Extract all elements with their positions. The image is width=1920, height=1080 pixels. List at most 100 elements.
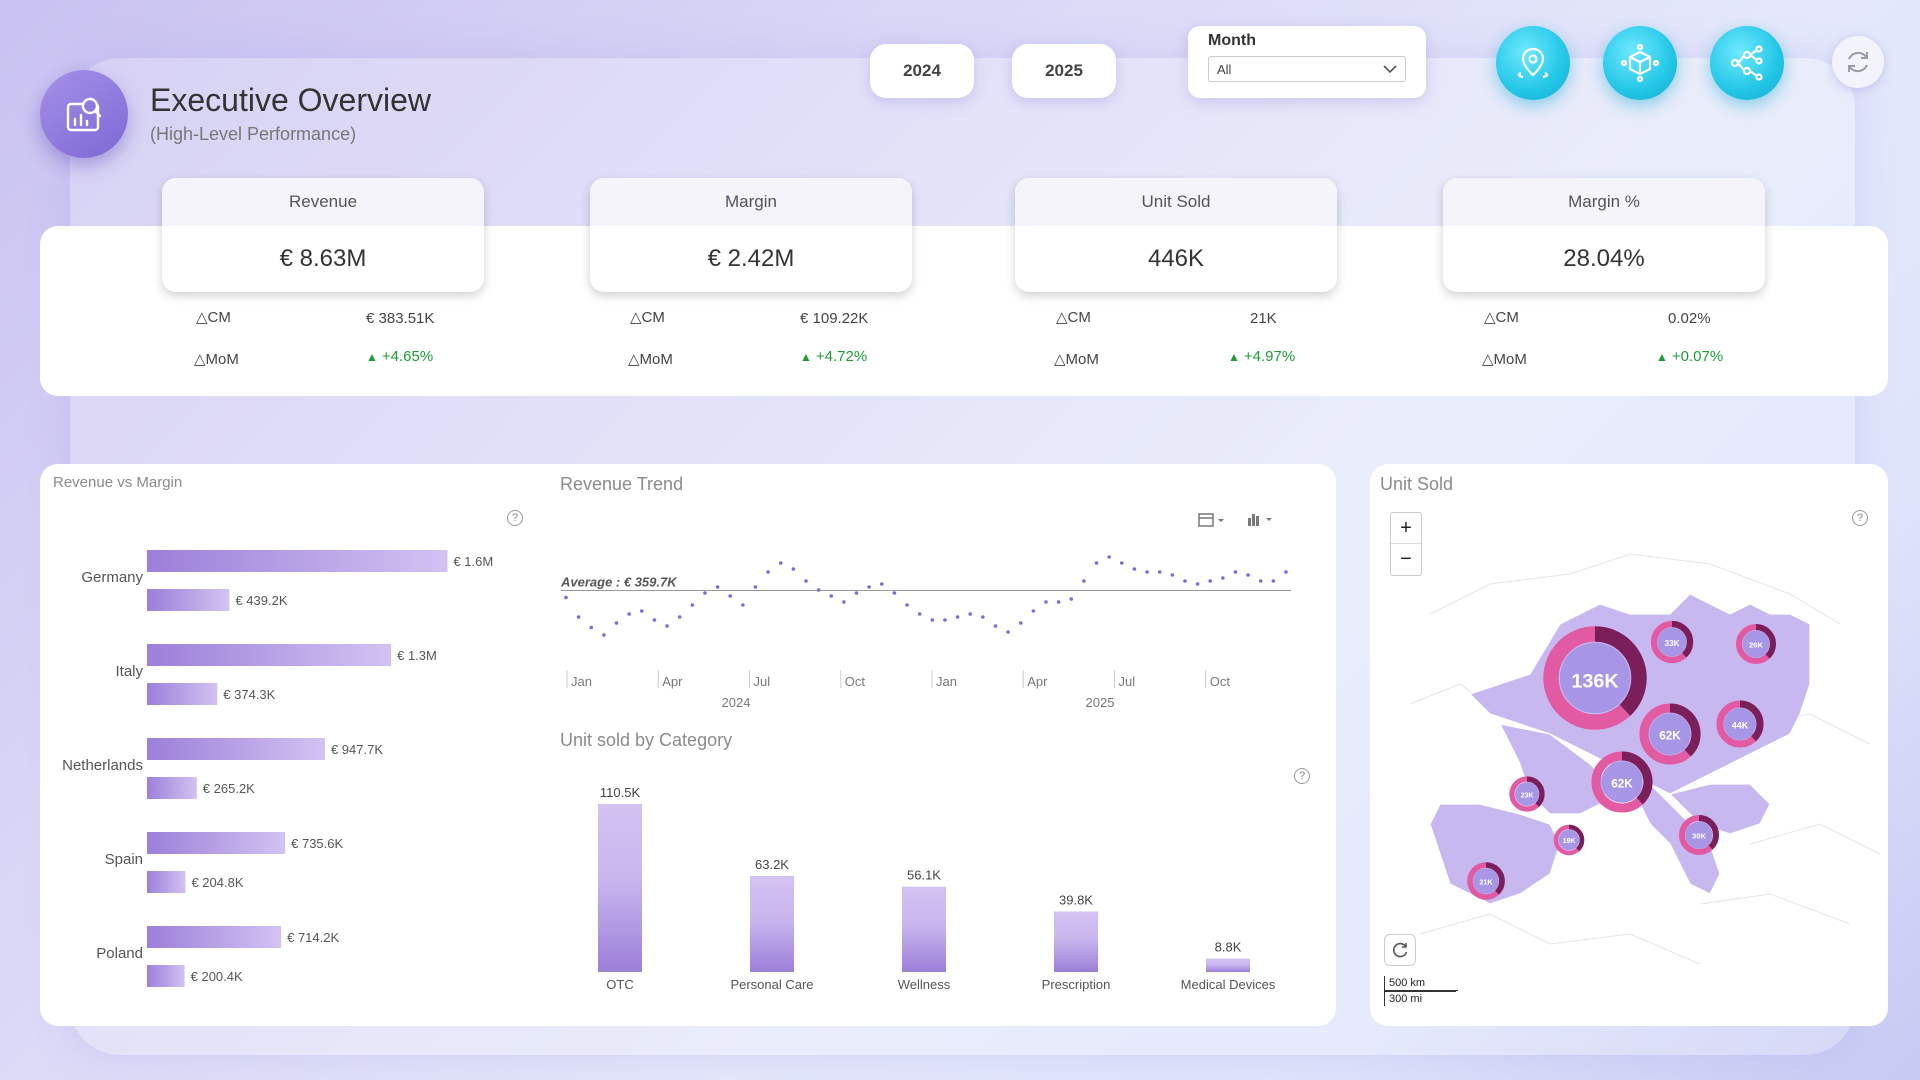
trend-point bbox=[930, 618, 935, 622]
bar-data-label: 39.8K bbox=[1059, 892, 1093, 907]
kpi-card-revenue: Revenue € 8.63M bbox=[162, 178, 484, 292]
trend-point bbox=[854, 591, 859, 595]
trend-point bbox=[715, 585, 720, 589]
trend-point bbox=[728, 594, 733, 598]
trend-point bbox=[1145, 570, 1149, 574]
trend-point bbox=[576, 615, 581, 619]
revenue-bar bbox=[147, 832, 286, 854]
map-bubble-label: 21K bbox=[1479, 878, 1493, 887]
map-bubble-label: 33K bbox=[1665, 639, 1680, 648]
bar-data-label: 110.5K bbox=[600, 785, 641, 800]
revenue-bar bbox=[147, 926, 282, 948]
help-icon[interactable]: ? bbox=[507, 510, 523, 526]
revenue-bar bbox=[147, 550, 448, 572]
bar-data-label: € 374.3K bbox=[223, 687, 275, 702]
kpi-card-margin: Margin € 2.42M bbox=[590, 178, 912, 292]
trend-point bbox=[753, 585, 758, 589]
map-reset-icon[interactable] bbox=[1384, 934, 1416, 966]
bar-data-label: € 735.6K bbox=[291, 836, 343, 851]
map-bubble-segment bbox=[1639, 703, 1701, 765]
kpi-label: Revenue bbox=[162, 178, 484, 226]
kpi-cm-value: € 383.51K bbox=[366, 310, 435, 327]
europe-map[interactable]: 136K 33K 26K 62K 44K 62K 23K 30K 19K 21K bbox=[1370, 464, 1888, 1026]
map-bubble-segment bbox=[1716, 700, 1764, 748]
trend-point bbox=[1258, 579, 1263, 583]
trend-point bbox=[766, 570, 770, 574]
trend-point bbox=[627, 612, 631, 616]
year-label: 2024 bbox=[722, 695, 751, 710]
map-scale-mi: 300 mi bbox=[1384, 991, 1456, 1006]
dashboard-logo-icon bbox=[40, 70, 128, 158]
map-bubble-segment bbox=[1650, 620, 1694, 664]
decomposition-tree-icon[interactable] bbox=[1710, 26, 1784, 100]
margin-bar bbox=[147, 683, 218, 705]
kpi-value: € 8.63M bbox=[279, 245, 367, 272]
calendar-icon[interactable] bbox=[1198, 512, 1228, 533]
trend-point bbox=[892, 591, 897, 595]
unit-by-category-chart: 110.5K OTC 63.2K Personal Care 56.1K Wellness… bbox=[598, 785, 1276, 992]
year-2025-button[interactable]: 2025 bbox=[1012, 44, 1116, 98]
map-bubble-label: 19K bbox=[1563, 838, 1576, 845]
trend-point bbox=[1246, 573, 1250, 577]
trend-point bbox=[1107, 555, 1111, 559]
bar-data-label: 63.2K bbox=[755, 857, 789, 872]
revenue-bar bbox=[147, 644, 392, 666]
kpi-value: 28.04% bbox=[1563, 245, 1645, 272]
kpi-cm-value: € 109.22K bbox=[800, 310, 869, 327]
help-icon[interactable]: ? bbox=[1852, 510, 1868, 526]
map-bubble bbox=[1649, 713, 1691, 755]
trend-point bbox=[677, 615, 682, 619]
kpi-label: Margin % bbox=[1443, 178, 1765, 226]
category-bar bbox=[902, 886, 946, 972]
trend-point bbox=[968, 612, 973, 616]
x-tick-label: Oct bbox=[845, 674, 866, 689]
map-bubble bbox=[1559, 642, 1631, 714]
kpi-cm-value: 0.02% bbox=[1668, 310, 1711, 327]
kpi-cm-label: △CM bbox=[630, 309, 665, 326]
map-title: Unit Sold bbox=[1380, 474, 1454, 494]
x-tick-label: Oct bbox=[1210, 674, 1231, 689]
bar-category-label: Italy bbox=[115, 663, 143, 680]
trend-point bbox=[1044, 600, 1048, 604]
map-bubble-segment bbox=[1543, 626, 1647, 730]
kpi-value: 446K bbox=[1147, 245, 1205, 272]
x-tick-label: Jan bbox=[936, 674, 957, 689]
trend-point bbox=[993, 624, 998, 628]
help-icon[interactable]: ? bbox=[1294, 768, 1310, 784]
kpi-mom-value: ▲ +4.97% bbox=[1228, 348, 1296, 365]
bar-data-label: € 1.3M bbox=[397, 648, 437, 663]
zoom-out-button[interactable]: − bbox=[1400, 548, 1412, 570]
trend-point bbox=[1195, 582, 1200, 586]
trend-point bbox=[943, 618, 947, 622]
trend-point bbox=[614, 621, 619, 625]
up-arrow-icon: ▲ bbox=[1656, 350, 1668, 364]
cube-network-icon[interactable] bbox=[1603, 26, 1677, 100]
category-bar bbox=[750, 875, 794, 972]
map-bubble-label: 136K bbox=[1571, 671, 1619, 693]
page-title: Executive Overview bbox=[150, 82, 431, 118]
map-bubble bbox=[1473, 868, 1499, 894]
trend-point bbox=[1221, 576, 1225, 580]
trend-point bbox=[842, 600, 846, 604]
map-bubble bbox=[1558, 829, 1580, 851]
category-bar bbox=[1206, 958, 1250, 972]
map-bubble-segment bbox=[1467, 862, 1505, 900]
kpi-label: Margin bbox=[590, 178, 912, 226]
map-pin-icon[interactable] bbox=[1496, 26, 1570, 100]
bar-category-label: Germany bbox=[81, 569, 143, 586]
zoom-in-button[interactable]: + bbox=[1391, 513, 1421, 544]
kpi-mom-label: △MoM bbox=[194, 351, 239, 368]
bar-category-label: Spain bbox=[105, 851, 143, 868]
trend-point bbox=[778, 561, 783, 565]
trend-point bbox=[955, 615, 960, 619]
margin-bar bbox=[147, 777, 197, 799]
year-2024-button[interactable]: 2024 bbox=[870, 44, 974, 98]
month-select[interactable]: All bbox=[1208, 56, 1406, 82]
map-bubble-label: 62K bbox=[1659, 730, 1681, 743]
trend-point bbox=[639, 609, 644, 613]
refresh-icon[interactable] bbox=[1832, 36, 1884, 88]
trend-point bbox=[564, 595, 568, 600]
trend-point bbox=[1183, 579, 1187, 583]
bar-category-label: Medical Devices bbox=[1181, 977, 1276, 992]
chart-type-icon[interactable] bbox=[1246, 510, 1278, 533]
